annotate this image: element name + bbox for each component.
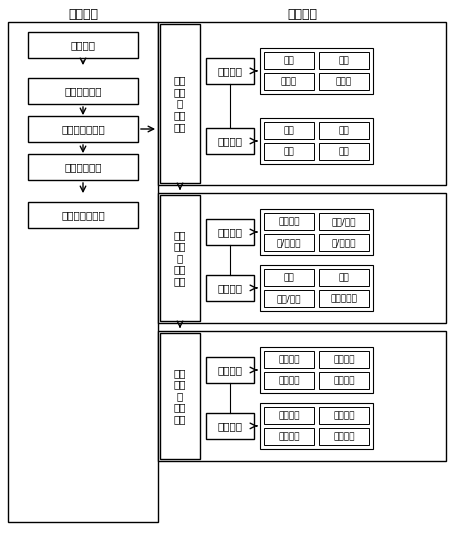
Bar: [28, 78, 138, 104]
Text: 几何逆: 几何逆: [336, 77, 352, 86]
Bar: [18, 194, 148, 240]
Bar: [264, 73, 314, 90]
Bar: [264, 290, 314, 307]
Bar: [264, 143, 314, 160]
Bar: [160, 24, 200, 183]
Bar: [319, 428, 369, 445]
Text: 度量算子: 度量算子: [217, 283, 243, 293]
Text: 距离: 距离: [283, 273, 294, 282]
Text: 流程框架: 流程框架: [68, 9, 98, 21]
Text: 内积: 内积: [283, 56, 294, 65]
Text: 内/外关系: 内/外关系: [277, 238, 301, 247]
Text: 几何积: 几何积: [281, 77, 297, 86]
Bar: [206, 275, 254, 301]
Bar: [28, 32, 138, 58]
Bar: [260, 209, 373, 255]
Text: 几何
算子
与
度量
算子: 几何 算子 与 度量 算子: [174, 230, 186, 286]
Bar: [264, 351, 314, 368]
Bar: [319, 269, 369, 286]
Bar: [319, 234, 369, 251]
Text: 旋转: 旋转: [283, 147, 294, 156]
Text: 功能函数: 功能函数: [287, 9, 317, 21]
Bar: [264, 52, 314, 69]
Text: 拓扑分析: 拓扑分析: [278, 432, 300, 441]
Bar: [264, 372, 314, 389]
Bar: [260, 403, 373, 449]
Text: 数据输入: 数据输入: [71, 40, 96, 50]
Bar: [28, 154, 138, 180]
Text: 统计分析: 统计分析: [333, 432, 355, 441]
Bar: [158, 193, 446, 323]
Text: 插值分析: 插值分析: [333, 376, 355, 385]
Bar: [260, 118, 373, 164]
Bar: [319, 213, 369, 230]
Text: 网络分析: 网络分析: [333, 411, 355, 420]
Text: 空间
构造
与
基本
算子: 空间 构造 与 基本 算子: [174, 75, 186, 132]
Text: 共形逆变换: 共形逆变换: [331, 294, 358, 303]
Bar: [206, 219, 254, 245]
Bar: [160, 333, 200, 459]
Bar: [260, 265, 373, 311]
Text: 几何分析: 几何分析: [278, 411, 300, 420]
Bar: [8, 22, 158, 522]
Text: 垂直/平行: 垂直/平行: [332, 217, 356, 226]
Bar: [264, 428, 314, 445]
Bar: [319, 407, 369, 424]
Bar: [319, 351, 369, 368]
Bar: [319, 372, 369, 389]
Bar: [206, 357, 254, 383]
Text: 对偶: 对偶: [339, 147, 349, 156]
Bar: [319, 73, 369, 90]
Bar: [319, 122, 369, 139]
Text: 可视化或存数据: 可视化或存数据: [61, 210, 105, 220]
Bar: [264, 269, 314, 286]
Bar: [264, 407, 314, 424]
Bar: [260, 347, 373, 393]
Bar: [264, 213, 314, 230]
Bar: [160, 195, 200, 321]
Text: 几何算子: 几何算子: [217, 227, 243, 237]
Text: 分析
算子
与
复合
算法: 分析 算子 与 复合 算法: [174, 368, 186, 424]
Bar: [206, 128, 254, 154]
Text: 分析算子: 分析算子: [217, 365, 243, 375]
Text: 角度: 角度: [339, 273, 349, 282]
Text: 运算结果解析: 运算结果解析: [64, 162, 102, 172]
Text: 确定对象类型: 确定对象类型: [64, 86, 102, 96]
Bar: [264, 122, 314, 139]
Text: 投影: 投影: [283, 126, 294, 135]
Bar: [158, 331, 446, 461]
Bar: [319, 290, 369, 307]
Text: 面积/体积: 面积/体积: [277, 294, 301, 303]
Bar: [28, 116, 138, 142]
Bar: [264, 234, 314, 251]
Text: 应用算子、操作: 应用算子、操作: [61, 124, 105, 134]
Text: 拓扑关系: 拓扑关系: [278, 355, 300, 364]
Bar: [319, 143, 369, 160]
Text: 形态分析: 形态分析: [278, 376, 300, 385]
Text: 复合算法: 复合算法: [217, 421, 243, 431]
Text: 运动表达: 运动表达: [333, 355, 355, 364]
Bar: [260, 48, 373, 94]
Bar: [158, 22, 446, 185]
Text: 交/切关系: 交/切关系: [332, 238, 356, 247]
Bar: [319, 52, 369, 69]
Bar: [206, 58, 254, 84]
Bar: [18, 66, 148, 291]
Text: 外积: 外积: [339, 56, 349, 65]
Text: 空间构造: 空间构造: [217, 66, 243, 76]
Text: 形体构建: 形体构建: [278, 217, 300, 226]
Text: 反射: 反射: [339, 126, 349, 135]
Text: 基本算子: 基本算子: [217, 136, 243, 146]
Bar: [206, 413, 254, 439]
Bar: [28, 202, 138, 228]
